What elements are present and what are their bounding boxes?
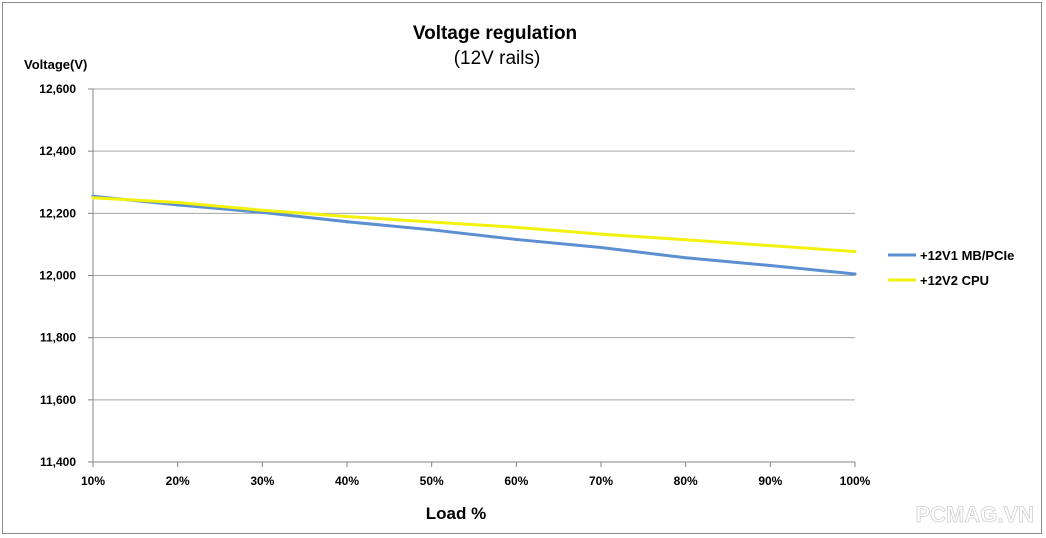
y-tick-label: 12,400 (39, 144, 76, 158)
data-point (430, 220, 434, 224)
data-point (514, 225, 518, 229)
data-point (176, 200, 180, 204)
y-tick-label: 12,000 (39, 269, 76, 283)
y-tick-label: 11,800 (40, 331, 76, 345)
x-tick-label: 80% (674, 474, 698, 488)
series-line-1 (91, 194, 857, 276)
data-point (768, 244, 772, 248)
data-point (853, 272, 857, 276)
chart-subtitle: (12V rails) (454, 48, 541, 69)
y-tick-label: 12,200 (39, 206, 76, 220)
x-tick-label: 90% (758, 474, 782, 488)
data-point (345, 220, 349, 224)
x-tick-label: 20% (166, 474, 190, 488)
data-point (176, 203, 180, 207)
data-point (260, 208, 264, 212)
data-point (91, 196, 95, 200)
x-axis-label: Load % (426, 504, 486, 523)
y-tick-label: 11,400 (40, 455, 76, 469)
y-axis-label: Voltage(V) (24, 57, 87, 72)
y-tick-label: 11,600 (40, 393, 76, 407)
legend-label: +12V2 CPU (920, 273, 989, 288)
watermark: PCMAG.VN (915, 502, 1034, 527)
data-point (768, 264, 772, 268)
x-tick-label: 100% (840, 474, 871, 488)
data-point (853, 250, 857, 254)
data-point (684, 256, 688, 260)
data-point (684, 238, 688, 242)
x-tick-label: 40% (335, 474, 359, 488)
data-point (345, 214, 349, 218)
x-tick-label: 70% (589, 474, 613, 488)
x-tick-label: 10% (81, 474, 105, 488)
y-tick-label: 12,600 (39, 82, 76, 96)
x-tick-label: 50% (420, 474, 444, 488)
chart-title: Voltage regulation (413, 23, 577, 44)
data-point (430, 228, 434, 232)
series-line-2 (91, 196, 857, 254)
x-tick-label: 60% (504, 474, 528, 488)
data-point (514, 237, 518, 241)
data-point (599, 246, 603, 250)
data-point (599, 232, 603, 236)
x-tick-label: 30% (250, 474, 274, 488)
legend-label: +12V1 MB/PCIe (920, 248, 1014, 263)
